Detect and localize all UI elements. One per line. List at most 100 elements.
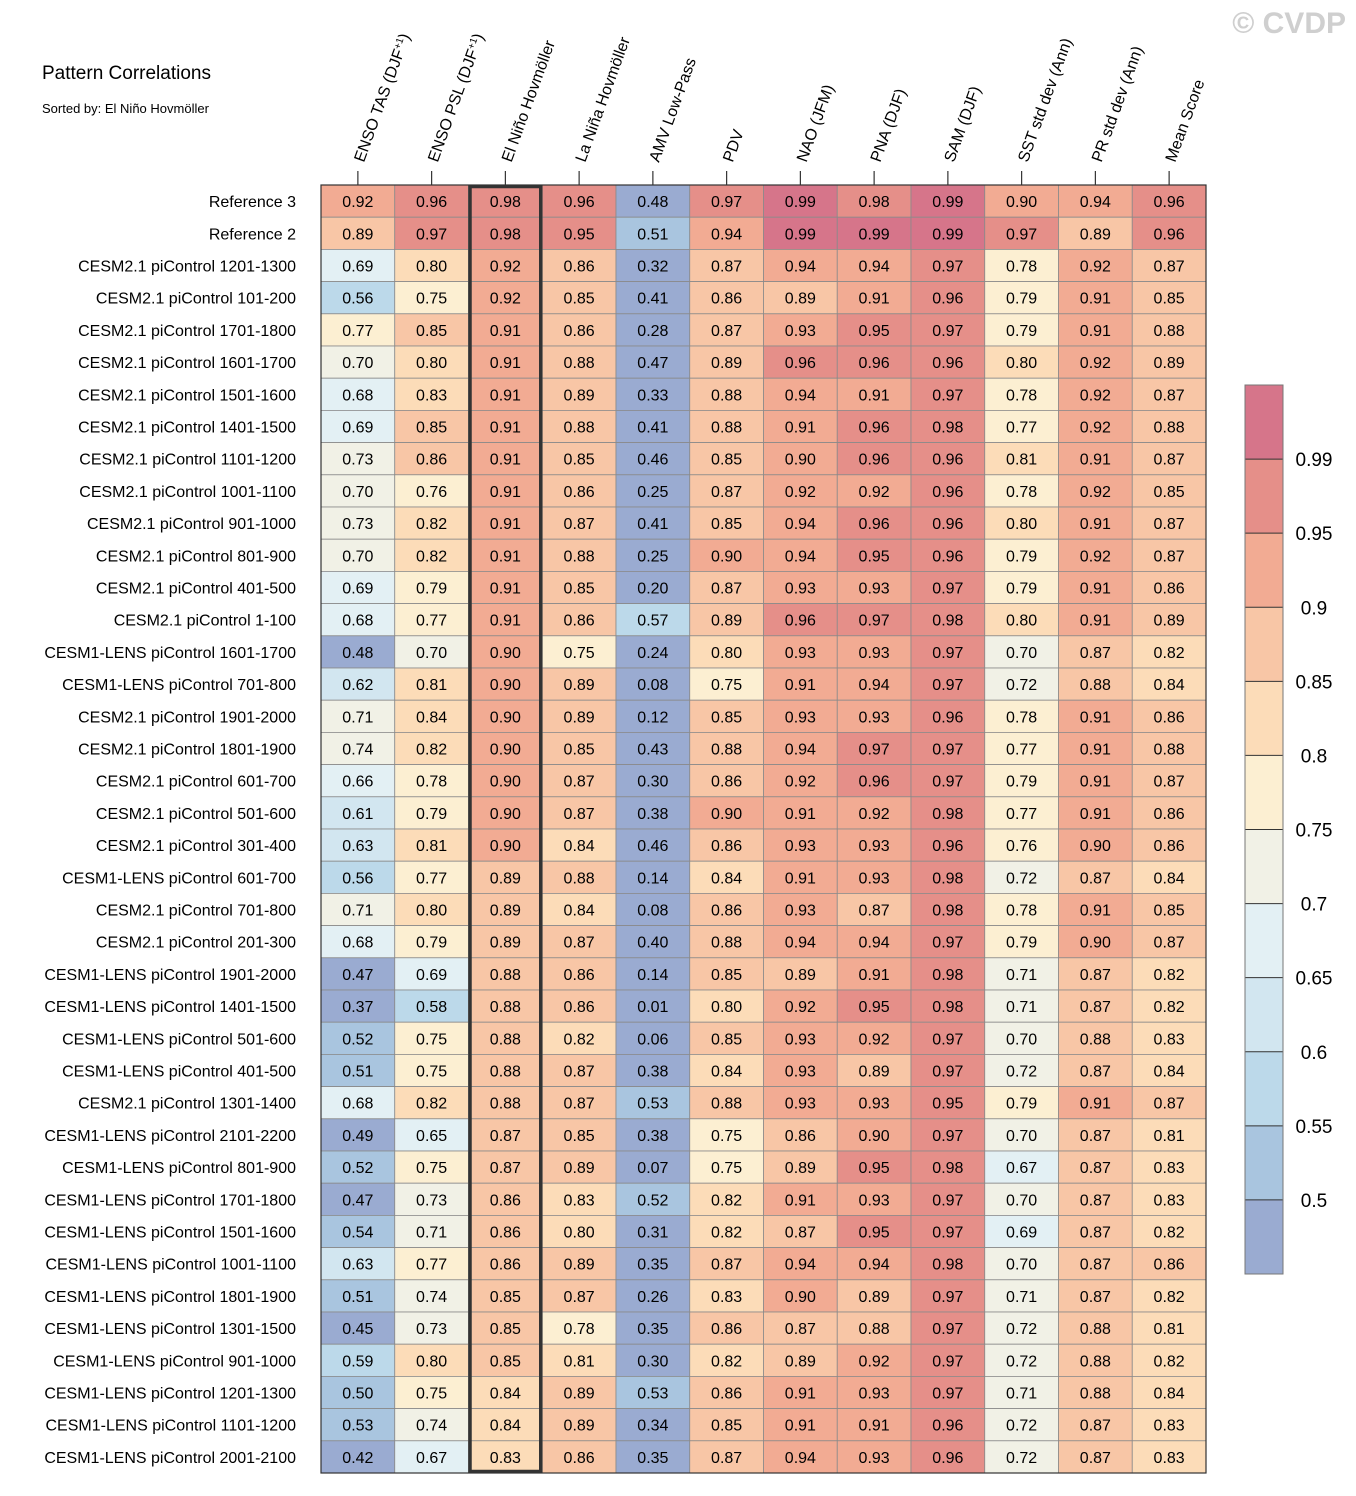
heatmap-cell	[1131, 796, 1207, 830]
cell-value: 0.96	[932, 1450, 963, 1467]
heatmap-cell	[394, 764, 469, 798]
heatmap-cell	[984, 1343, 1059, 1377]
heatmap-cell	[1131, 699, 1207, 733]
heatmap-cell	[1131, 281, 1207, 315]
cell-value: 0.92	[490, 291, 521, 308]
cell-value: 0.75	[416, 1386, 447, 1403]
cell-value: 0.92	[342, 194, 373, 211]
heatmap-cell	[689, 1311, 764, 1345]
cell-value: 0.99	[932, 226, 963, 243]
heatmap-cell	[910, 860, 986, 894]
heatmap-cell	[468, 1343, 543, 1377]
cell-value: 0.79	[1006, 1096, 1037, 1113]
heatmap-cell	[615, 409, 691, 443]
heatmap-cell	[541, 1118, 617, 1152]
cell-value: 0.77	[416, 870, 447, 887]
cell-value: 0.51	[342, 1064, 373, 1081]
cell-value: 0.91	[1080, 903, 1111, 920]
cell-value: 0.89	[859, 1289, 890, 1306]
heatmap-cell	[320, 603, 396, 637]
cell-value: 0.91	[1080, 709, 1111, 726]
cell-value: 0.91	[490, 452, 521, 469]
row-label: CESM2.1 piControl 1001-1100	[79, 484, 296, 501]
cell-value: 0.85	[564, 1128, 595, 1145]
column-label: ENSO PSL (DJF+1)	[425, 31, 488, 164]
heatmap-cell	[541, 1086, 617, 1120]
cell-value: 0.87	[711, 259, 742, 276]
cell-value: 0.97	[859, 742, 890, 759]
cell-value: 0.75	[711, 1128, 742, 1145]
colorbar-tick-label: 0.8	[1301, 746, 1327, 767]
column-label: PR std dev (Ann)	[1089, 44, 1147, 164]
cell-value: 0.91	[1080, 516, 1111, 533]
colorbar-segment	[1245, 459, 1283, 534]
cell-value: 0.83	[711, 1289, 742, 1306]
cell-value: 0.98	[859, 194, 890, 211]
colorbar-tick-label: 0.6	[1301, 1043, 1327, 1064]
cell-value: 0.75	[416, 1160, 447, 1177]
heatmap-cell	[984, 1311, 1059, 1345]
cell-value: 0.70	[1006, 645, 1037, 662]
cell-value: 0.88	[490, 967, 521, 984]
cell-value: 0.98	[490, 194, 521, 211]
cell-value: 0.37	[342, 999, 373, 1016]
heatmap-cell	[984, 571, 1059, 605]
heatmap-cell	[984, 281, 1059, 315]
cell-value: 0.70	[342, 355, 373, 372]
cell-value: 0.83	[416, 387, 447, 404]
cell-value: 0.95	[859, 999, 890, 1016]
cell-value: 0.91	[785, 1418, 816, 1435]
heatmap-cell	[615, 571, 691, 605]
row-label: CESM2.1 piControl 601-700	[96, 774, 296, 791]
heatmap-cell	[394, 957, 469, 991]
cell-value: 0.95	[564, 226, 595, 243]
heatmap-cell	[468, 1311, 543, 1345]
heatmap-cell	[394, 699, 469, 733]
cell-value: 0.93	[785, 838, 816, 855]
cell-value: 0.82	[564, 1031, 595, 1048]
row-label: CESM2.1 piControl 1201-1300	[78, 259, 296, 276]
heatmap-cell	[468, 474, 543, 508]
cell-value: 0.14	[637, 967, 668, 984]
heatmap-cell	[1131, 603, 1207, 637]
cell-value: 0.77	[1006, 806, 1037, 823]
heatmap-cell	[541, 860, 617, 894]
cell-value: 0.87	[1080, 999, 1111, 1016]
heatmap-cell	[615, 732, 691, 766]
cell-value: 0.89	[490, 903, 521, 920]
cell-value: 0.83	[1154, 1160, 1185, 1177]
cell-value: 0.91	[1080, 581, 1111, 598]
row-label: CESM1-LENS piControl 1001-1100	[46, 1257, 297, 1274]
heatmap-cell	[1131, 313, 1207, 347]
cell-value: 0.77	[342, 323, 373, 340]
cell-value: 0.97	[859, 613, 890, 630]
heatmap-cell	[394, 1150, 469, 1184]
cell-value: 0.86	[564, 999, 595, 1016]
heatmap-cell	[910, 1182, 986, 1216]
heatmap-cell	[320, 377, 396, 411]
cell-value: 0.84	[1154, 677, 1185, 694]
cell-value: 0.80	[711, 999, 742, 1016]
cell-value: 0.70	[1006, 1128, 1037, 1145]
cell-value: 0.91	[490, 323, 521, 340]
cell-value: 0.99	[785, 226, 816, 243]
cell-value: 0.70	[416, 645, 447, 662]
cell-value: 0.76	[416, 484, 447, 501]
colorbar-segment	[1245, 681, 1283, 756]
cell-value: 0.85	[711, 1418, 742, 1435]
heatmap-cell	[615, 667, 691, 701]
cell-value: 0.28	[637, 323, 668, 340]
cell-value: 0.84	[416, 709, 447, 726]
cell-value: 0.80	[1006, 355, 1037, 372]
cell-value: 0.48	[342, 645, 373, 662]
heatmap-cell	[541, 635, 617, 669]
heatmap-cell	[1058, 1247, 1133, 1281]
cell-value: 0.01	[637, 999, 668, 1016]
cell-value: 0.86	[785, 1128, 816, 1145]
heatmap-cell	[763, 474, 838, 508]
cell-value: 0.20	[637, 581, 668, 598]
heatmap-cell	[763, 1311, 838, 1345]
colorbar-tick-label: 0.95	[1296, 524, 1333, 545]
cell-value: 0.94	[785, 935, 816, 952]
